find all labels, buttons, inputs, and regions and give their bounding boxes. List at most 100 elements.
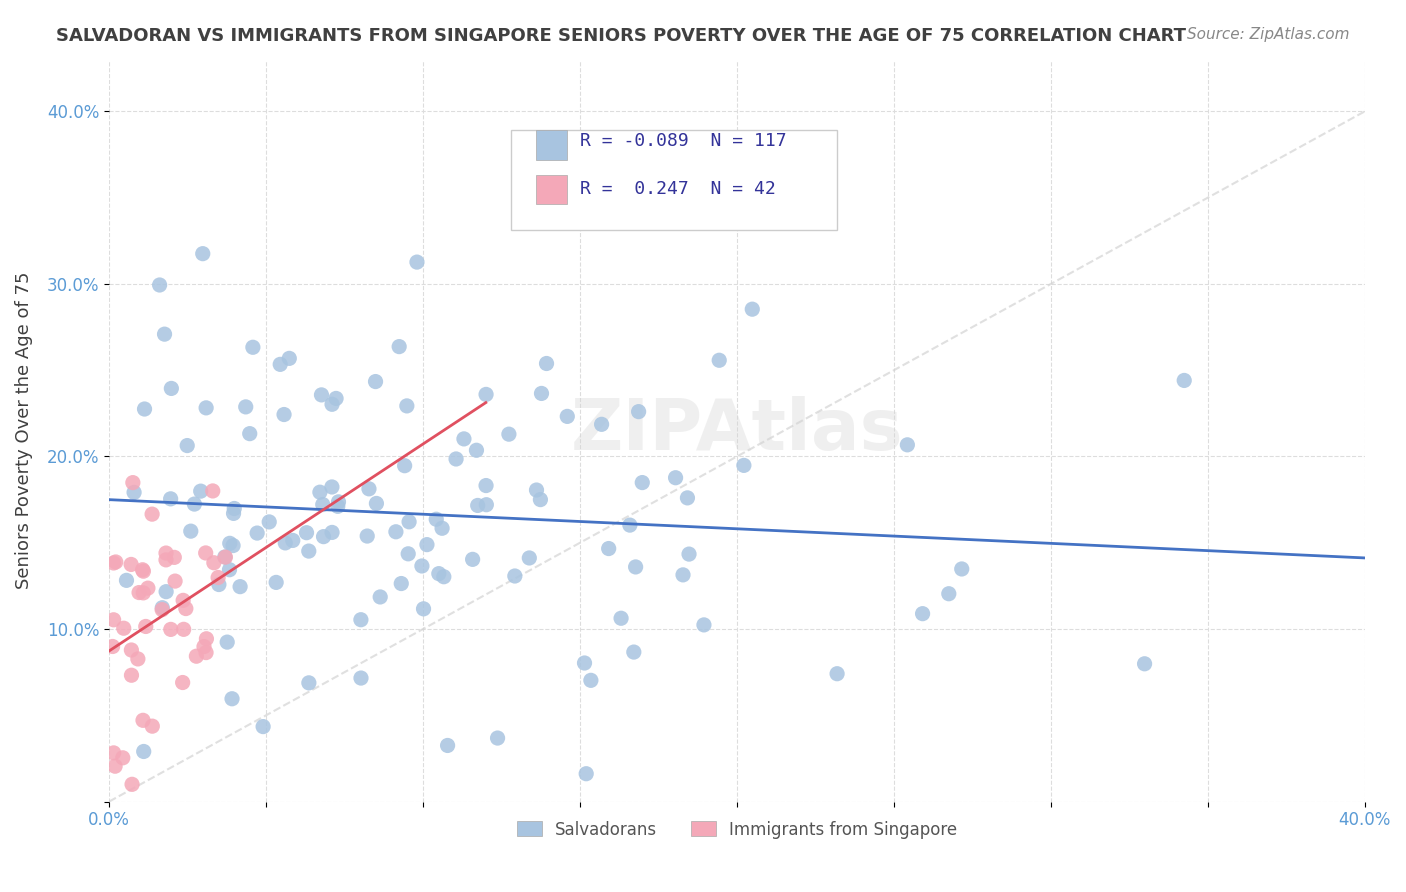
Point bbox=[163, 550, 186, 565]
Point bbox=[122, 485, 145, 500]
Point bbox=[709, 353, 731, 368]
Point bbox=[328, 495, 350, 509]
Point bbox=[475, 387, 498, 401]
Point bbox=[427, 566, 450, 581]
Point bbox=[465, 443, 488, 458]
Point bbox=[436, 739, 458, 753]
Point bbox=[574, 656, 596, 670]
Text: R =  0.247  N = 42: R = 0.247 N = 42 bbox=[581, 180, 776, 198]
Point bbox=[433, 570, 456, 584]
Point bbox=[218, 536, 240, 550]
Point bbox=[141, 507, 163, 521]
Point bbox=[104, 555, 127, 569]
Point bbox=[619, 518, 641, 533]
Point bbox=[733, 458, 755, 473]
Point bbox=[311, 388, 333, 402]
FancyBboxPatch shape bbox=[510, 130, 838, 230]
Point bbox=[221, 691, 243, 706]
Point bbox=[321, 397, 343, 411]
Point bbox=[257, 515, 280, 529]
Point bbox=[1133, 657, 1156, 671]
Point bbox=[298, 544, 321, 558]
Point bbox=[938, 587, 960, 601]
FancyBboxPatch shape bbox=[536, 130, 568, 160]
Point bbox=[112, 621, 135, 635]
Point bbox=[121, 777, 143, 791]
Point bbox=[160, 381, 183, 395]
Point bbox=[623, 645, 645, 659]
Point bbox=[631, 475, 654, 490]
Point bbox=[214, 550, 236, 565]
Point bbox=[555, 409, 578, 424]
Point bbox=[150, 602, 173, 616]
Point bbox=[357, 482, 380, 496]
Point bbox=[461, 552, 484, 566]
Point bbox=[274, 536, 297, 550]
Point bbox=[252, 720, 274, 734]
Point bbox=[475, 498, 498, 512]
Point bbox=[536, 357, 558, 371]
Point bbox=[529, 492, 551, 507]
Point bbox=[103, 613, 125, 627]
Point bbox=[155, 553, 177, 567]
Point bbox=[526, 483, 548, 497]
Point bbox=[1173, 374, 1195, 388]
Point bbox=[246, 526, 269, 541]
Point bbox=[350, 613, 373, 627]
Point bbox=[121, 668, 143, 682]
Point bbox=[411, 559, 433, 574]
Point bbox=[195, 632, 218, 646]
Point bbox=[127, 652, 149, 666]
Point bbox=[396, 547, 419, 561]
Point bbox=[627, 404, 650, 418]
Point bbox=[350, 671, 373, 685]
Point bbox=[356, 529, 378, 543]
Point bbox=[672, 567, 695, 582]
Point bbox=[269, 357, 291, 371]
Point bbox=[517, 551, 540, 566]
Point bbox=[453, 432, 475, 446]
Point bbox=[312, 530, 335, 544]
Point bbox=[159, 623, 181, 637]
Point bbox=[366, 496, 388, 510]
Point bbox=[155, 584, 177, 599]
Text: SALVADORAN VS IMMIGRANTS FROM SINGAPORE SENIORS POVERTY OVER THE AGE OF 75 CORRE: SALVADORAN VS IMMIGRANTS FROM SINGAPORE … bbox=[56, 27, 1187, 45]
Point bbox=[298, 676, 321, 690]
Point bbox=[425, 512, 447, 526]
Point bbox=[264, 575, 287, 590]
Point bbox=[444, 452, 467, 467]
Point bbox=[591, 417, 613, 432]
Point bbox=[475, 478, 498, 492]
Point bbox=[321, 525, 343, 540]
Point bbox=[398, 515, 420, 529]
Point bbox=[194, 546, 217, 560]
Point bbox=[273, 408, 295, 422]
Point bbox=[486, 731, 509, 745]
Point bbox=[132, 564, 155, 578]
Point bbox=[218, 563, 240, 577]
Point bbox=[235, 400, 257, 414]
Point bbox=[389, 576, 412, 591]
Point bbox=[281, 533, 304, 548]
Point bbox=[190, 484, 212, 499]
Point bbox=[467, 499, 489, 513]
Point bbox=[896, 438, 918, 452]
Text: ZIPAtlas: ZIPAtlas bbox=[571, 396, 903, 465]
Point bbox=[579, 673, 602, 688]
Point bbox=[676, 491, 699, 505]
Point bbox=[173, 623, 195, 637]
Point bbox=[193, 640, 215, 654]
Point bbox=[430, 521, 453, 535]
Point bbox=[416, 538, 439, 552]
Point bbox=[325, 392, 347, 406]
Point bbox=[103, 746, 125, 760]
Y-axis label: Seniors Poverty Over the Age of 75: Seniors Poverty Over the Age of 75 bbox=[15, 272, 32, 590]
Point bbox=[295, 525, 318, 540]
Point bbox=[103, 556, 125, 570]
Point bbox=[388, 340, 411, 354]
Point bbox=[278, 351, 301, 366]
Point bbox=[131, 563, 153, 577]
Point bbox=[385, 524, 408, 539]
Point bbox=[624, 560, 647, 574]
Point bbox=[242, 340, 264, 354]
